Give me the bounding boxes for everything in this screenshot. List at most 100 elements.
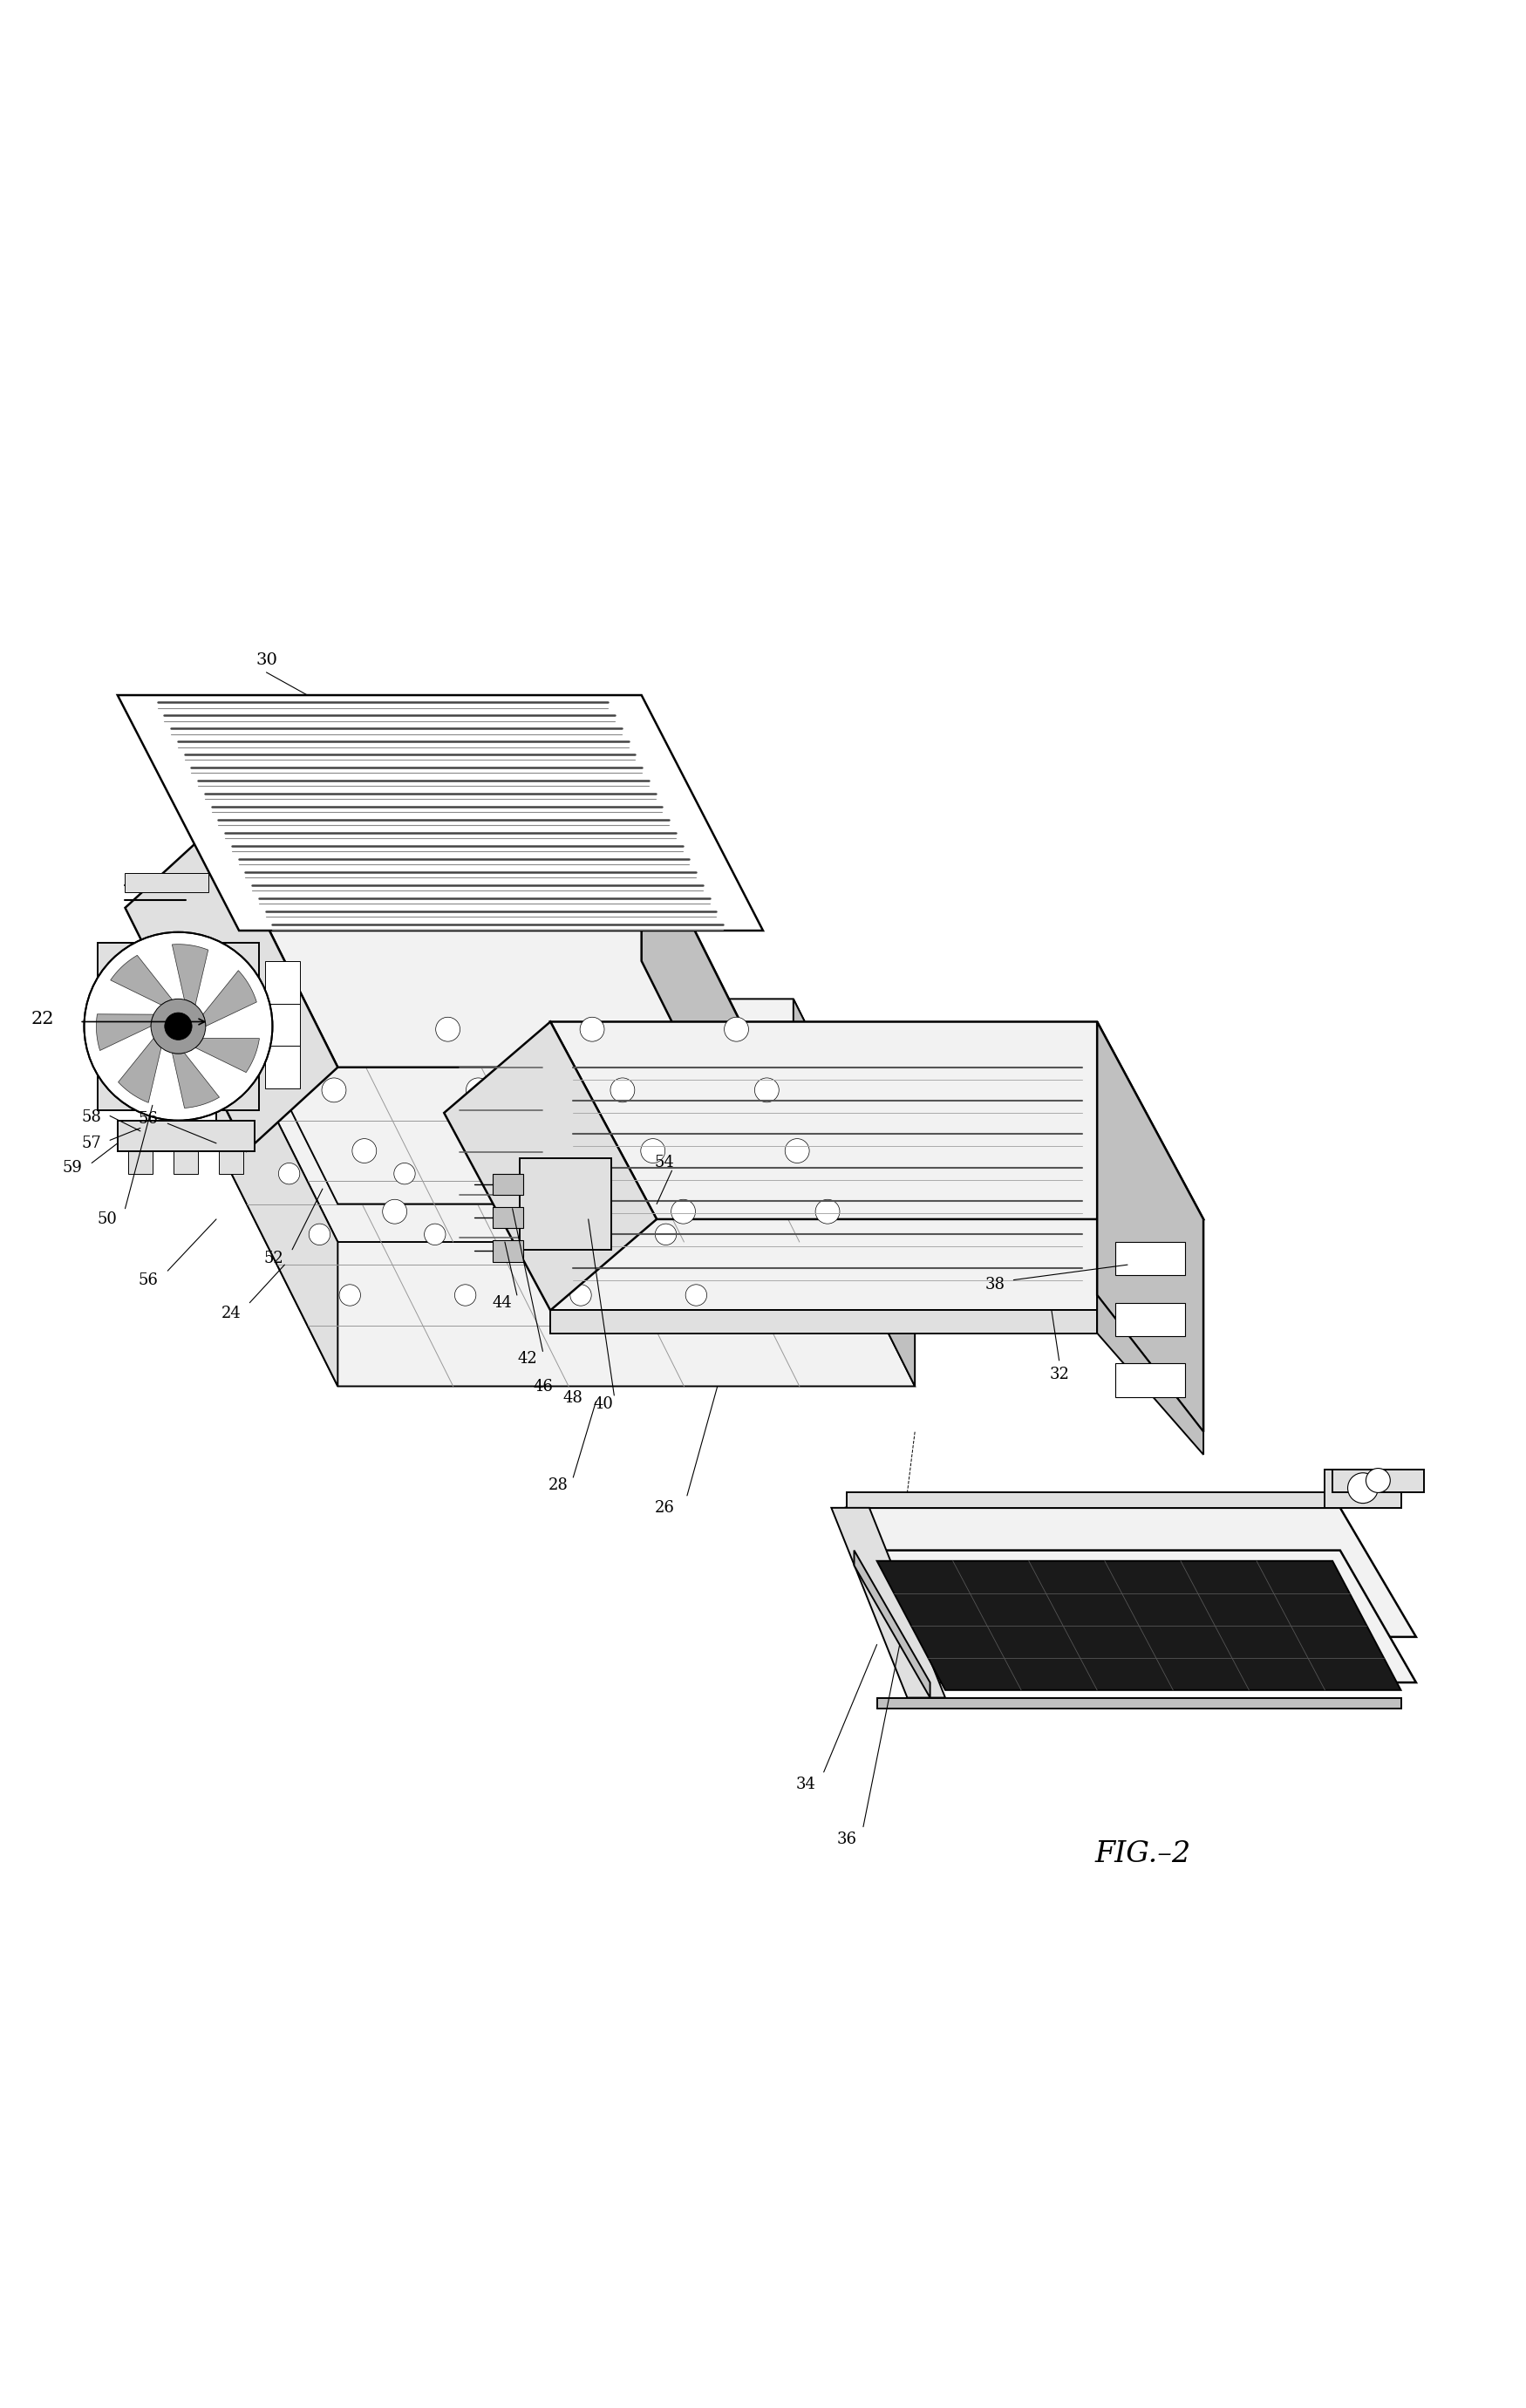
Circle shape bbox=[580, 1016, 604, 1043]
Circle shape bbox=[655, 1223, 676, 1245]
Text: 56: 56 bbox=[137, 1271, 157, 1288]
Circle shape bbox=[784, 1139, 809, 1163]
Polygon shape bbox=[444, 1021, 656, 1310]
Polygon shape bbox=[877, 1698, 1401, 1707]
Text: 28: 28 bbox=[548, 1476, 568, 1493]
Polygon shape bbox=[847, 1493, 1340, 1507]
Polygon shape bbox=[1116, 1303, 1186, 1336]
Text: 44: 44 bbox=[491, 1296, 511, 1310]
Circle shape bbox=[279, 1163, 299, 1185]
Polygon shape bbox=[203, 970, 256, 1026]
Circle shape bbox=[571, 1283, 592, 1305]
Polygon shape bbox=[125, 872, 209, 893]
Polygon shape bbox=[855, 1551, 929, 1698]
Polygon shape bbox=[266, 1004, 299, 1045]
Polygon shape bbox=[217, 824, 763, 1067]
Polygon shape bbox=[1332, 1469, 1424, 1493]
Polygon shape bbox=[551, 1021, 1097, 1310]
Text: 40: 40 bbox=[594, 1397, 613, 1413]
Circle shape bbox=[671, 1199, 696, 1223]
Polygon shape bbox=[1116, 1243, 1186, 1276]
Polygon shape bbox=[110, 956, 172, 1004]
Polygon shape bbox=[855, 1551, 1416, 1683]
Polygon shape bbox=[118, 1038, 162, 1103]
Polygon shape bbox=[217, 999, 916, 1243]
Polygon shape bbox=[493, 1173, 523, 1194]
Polygon shape bbox=[1116, 1363, 1186, 1397]
Polygon shape bbox=[98, 944, 259, 1110]
Circle shape bbox=[353, 1139, 377, 1163]
Text: 52: 52 bbox=[264, 1250, 284, 1267]
Circle shape bbox=[610, 1079, 635, 1103]
Text: 54: 54 bbox=[655, 1156, 674, 1170]
Circle shape bbox=[322, 1079, 346, 1103]
Polygon shape bbox=[551, 1310, 1097, 1334]
Polygon shape bbox=[217, 961, 763, 1204]
Polygon shape bbox=[551, 1021, 1204, 1218]
Polygon shape bbox=[220, 1151, 244, 1173]
Polygon shape bbox=[118, 1120, 255, 1151]
Text: 34: 34 bbox=[795, 1777, 815, 1792]
Text: 26: 26 bbox=[655, 1500, 674, 1515]
Circle shape bbox=[685, 1283, 707, 1305]
Circle shape bbox=[465, 1079, 490, 1103]
Polygon shape bbox=[217, 999, 337, 1387]
Polygon shape bbox=[266, 961, 299, 1004]
Circle shape bbox=[308, 1223, 330, 1245]
Polygon shape bbox=[172, 1052, 220, 1108]
Polygon shape bbox=[96, 1014, 154, 1050]
Polygon shape bbox=[493, 1206, 523, 1228]
Circle shape bbox=[1366, 1469, 1390, 1493]
Circle shape bbox=[624, 1163, 645, 1185]
Text: 30: 30 bbox=[255, 653, 278, 667]
Polygon shape bbox=[128, 1151, 153, 1173]
Polygon shape bbox=[1325, 1469, 1401, 1507]
Text: 36: 36 bbox=[836, 1830, 856, 1847]
Polygon shape bbox=[266, 1045, 299, 1088]
Polygon shape bbox=[520, 1158, 610, 1250]
Circle shape bbox=[84, 932, 273, 1120]
Text: 46: 46 bbox=[533, 1377, 552, 1394]
Polygon shape bbox=[832, 1507, 945, 1698]
Polygon shape bbox=[125, 824, 337, 1151]
Polygon shape bbox=[1097, 1296, 1204, 1454]
Polygon shape bbox=[877, 1560, 1401, 1690]
Polygon shape bbox=[174, 1151, 198, 1173]
Polygon shape bbox=[195, 1038, 259, 1072]
Text: 24: 24 bbox=[221, 1305, 241, 1322]
Circle shape bbox=[1347, 1474, 1378, 1503]
Circle shape bbox=[165, 1014, 192, 1040]
Text: FIG.–2: FIG.–2 bbox=[1094, 1840, 1190, 1869]
Polygon shape bbox=[794, 999, 916, 1387]
Circle shape bbox=[424, 1223, 446, 1245]
Text: 38: 38 bbox=[986, 1276, 1006, 1293]
Polygon shape bbox=[217, 1144, 916, 1387]
Polygon shape bbox=[1097, 1021, 1204, 1433]
Polygon shape bbox=[217, 824, 337, 1204]
Circle shape bbox=[641, 1139, 665, 1163]
Circle shape bbox=[725, 1016, 749, 1043]
Circle shape bbox=[815, 1199, 839, 1223]
Text: 57: 57 bbox=[82, 1137, 102, 1151]
Polygon shape bbox=[641, 824, 763, 1204]
Circle shape bbox=[496, 1139, 520, 1163]
Circle shape bbox=[755, 1079, 778, 1103]
Circle shape bbox=[383, 1199, 407, 1223]
Polygon shape bbox=[172, 944, 208, 1004]
Text: 42: 42 bbox=[517, 1351, 537, 1368]
Circle shape bbox=[526, 1199, 551, 1223]
Polygon shape bbox=[493, 1240, 523, 1262]
Text: 22: 22 bbox=[31, 1011, 53, 1026]
Circle shape bbox=[436, 1016, 459, 1043]
Circle shape bbox=[455, 1283, 476, 1305]
Circle shape bbox=[394, 1163, 415, 1185]
Text: 56: 56 bbox=[137, 1110, 157, 1127]
Text: 50: 50 bbox=[98, 1211, 118, 1228]
Text: 59: 59 bbox=[63, 1161, 82, 1175]
Text: 48: 48 bbox=[563, 1389, 583, 1406]
Polygon shape bbox=[118, 696, 763, 929]
Circle shape bbox=[339, 1283, 360, 1305]
Circle shape bbox=[510, 1163, 531, 1185]
Circle shape bbox=[151, 999, 206, 1055]
Circle shape bbox=[540, 1223, 562, 1245]
